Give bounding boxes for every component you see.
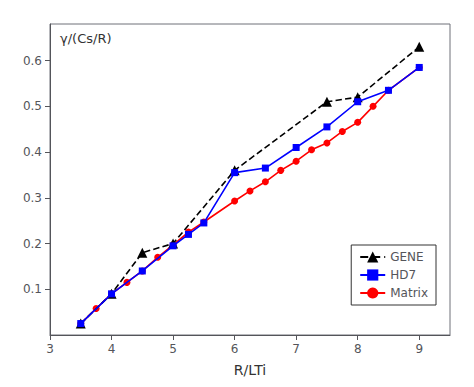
svg-text:Matrix: Matrix	[390, 286, 428, 300]
svg-text:9: 9	[415, 342, 423, 356]
svg-text:4: 4	[108, 342, 116, 356]
svg-text:6: 6	[231, 342, 239, 356]
svg-text:0.1: 0.1	[23, 282, 42, 296]
svg-text:HD7: HD7	[390, 268, 416, 282]
svg-text:0.4: 0.4	[23, 145, 42, 159]
svg-text:8: 8	[354, 342, 362, 356]
svg-text:0.2: 0.2	[23, 237, 42, 251]
svg-text:0.6: 0.6	[23, 54, 42, 68]
svg-text:5: 5	[169, 342, 177, 356]
svg-text:GENE: GENE	[390, 250, 423, 264]
svg-text:0.5: 0.5	[23, 99, 42, 113]
svg-text:3: 3	[46, 342, 54, 356]
svg-text:R/LTi: R/LTi	[234, 362, 266, 378]
svg-text:γ/(Cs/R): γ/(Cs/R)	[60, 31, 111, 46]
svg-text:0.3: 0.3	[23, 191, 42, 205]
svg-text:7: 7	[292, 342, 300, 356]
